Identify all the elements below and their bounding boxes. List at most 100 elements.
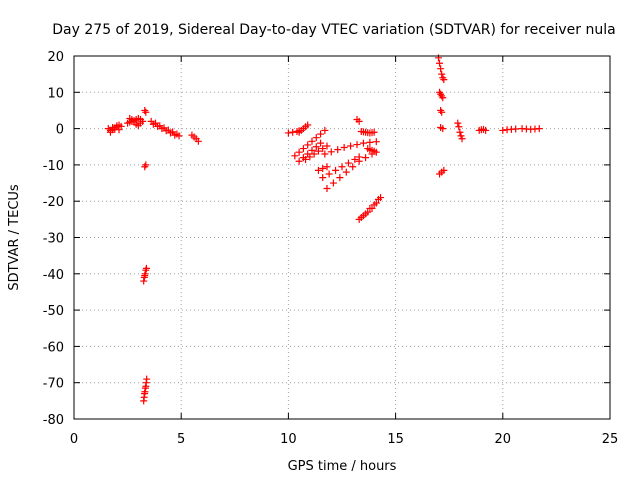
data-point [162, 127, 170, 135]
data-point [344, 159, 352, 167]
data-point [299, 145, 307, 153]
data-point [436, 59, 444, 67]
series-seg-h [140, 375, 151, 405]
series-seg-ab [437, 106, 446, 116]
data-point [325, 170, 333, 178]
data-point [308, 146, 316, 154]
data-point [438, 108, 446, 116]
data-point [141, 270, 149, 278]
y-tick-label: -70 [43, 377, 64, 392]
data-point [319, 165, 327, 173]
data-point [291, 152, 299, 160]
data-point [347, 142, 355, 150]
data-point [355, 153, 363, 161]
series-seg-s [319, 153, 363, 182]
data-point [117, 122, 125, 130]
data-point [332, 166, 340, 174]
data-point [319, 174, 327, 182]
data-point [284, 129, 292, 137]
data-point [166, 129, 174, 137]
data-point [366, 138, 374, 146]
y-tick-label: -10 [43, 159, 64, 174]
data-point [314, 166, 322, 174]
y-tick-label: 10 [47, 86, 64, 101]
series-seg-ah [518, 125, 543, 133]
series-seg-ae [454, 119, 466, 143]
series-seg-f [141, 161, 150, 171]
series-seg-q [321, 138, 380, 158]
data-point [306, 153, 314, 161]
data-point [456, 128, 464, 136]
data-point [336, 174, 344, 182]
data-point [141, 106, 149, 114]
y-tick-label: -30 [43, 232, 64, 247]
data-point [439, 125, 447, 133]
y-tick-label: -60 [43, 340, 64, 355]
x-tick-label: 20 [495, 432, 512, 447]
data-point [437, 106, 445, 114]
data-point [372, 148, 380, 156]
data-point [439, 74, 447, 82]
series-seg-z [434, 54, 448, 84]
series-seg-e [141, 106, 150, 116]
data-point [289, 128, 297, 136]
data-point [374, 195, 382, 203]
series-seg-af [475, 125, 490, 134]
data-point [312, 134, 320, 142]
data-point [295, 157, 303, 165]
data-point [512, 125, 520, 133]
data-point [327, 148, 335, 156]
series-seg-ag [499, 125, 520, 134]
series-seg-d [126, 114, 144, 130]
data-point [312, 143, 320, 151]
data-point [370, 128, 378, 136]
series-seg-n [291, 126, 329, 160]
data-point [340, 143, 348, 151]
data-point [304, 141, 312, 149]
data-point [143, 375, 151, 383]
series-seg-r [323, 150, 376, 192]
data-point [355, 117, 363, 125]
series-seg-ac [437, 124, 447, 133]
data-point [321, 150, 329, 158]
data-point [142, 266, 150, 274]
data-point [194, 137, 202, 145]
data-point [304, 121, 312, 129]
data-point [317, 130, 325, 138]
data-point [329, 179, 337, 187]
data-point [370, 201, 378, 209]
grid-lines [74, 56, 610, 419]
data-point [366, 204, 374, 212]
y-tick-label: -50 [43, 304, 64, 319]
y-tick-label: 0 [56, 123, 64, 138]
data-point [302, 155, 310, 163]
data-point [141, 163, 149, 171]
data-point [323, 184, 331, 192]
series-seg-b [106, 121, 125, 136]
data-point [338, 163, 346, 171]
data-point [158, 125, 166, 133]
series-seg-aa [436, 88, 447, 102]
data-point [351, 155, 359, 163]
data-point [171, 131, 179, 139]
data-point [434, 54, 442, 62]
data-point [437, 65, 445, 73]
data-point [455, 123, 463, 131]
series-seg-t [314, 163, 331, 174]
y-tick-label: 20 [47, 50, 64, 65]
data-point [142, 108, 150, 116]
series-seg-v [357, 128, 378, 137]
series-seg-p [302, 142, 331, 163]
x-axis-label: GPS time / hours [288, 459, 397, 474]
series-seg-m [295, 121, 312, 136]
data-point [295, 148, 303, 156]
data-point [175, 132, 183, 140]
data-point [349, 163, 357, 171]
data-point [142, 264, 150, 272]
data-point [362, 154, 370, 162]
series-seg-w [364, 145, 380, 156]
series-seg-c [124, 114, 147, 127]
data-point [458, 135, 466, 143]
x-tick-label: 0 [70, 432, 78, 447]
